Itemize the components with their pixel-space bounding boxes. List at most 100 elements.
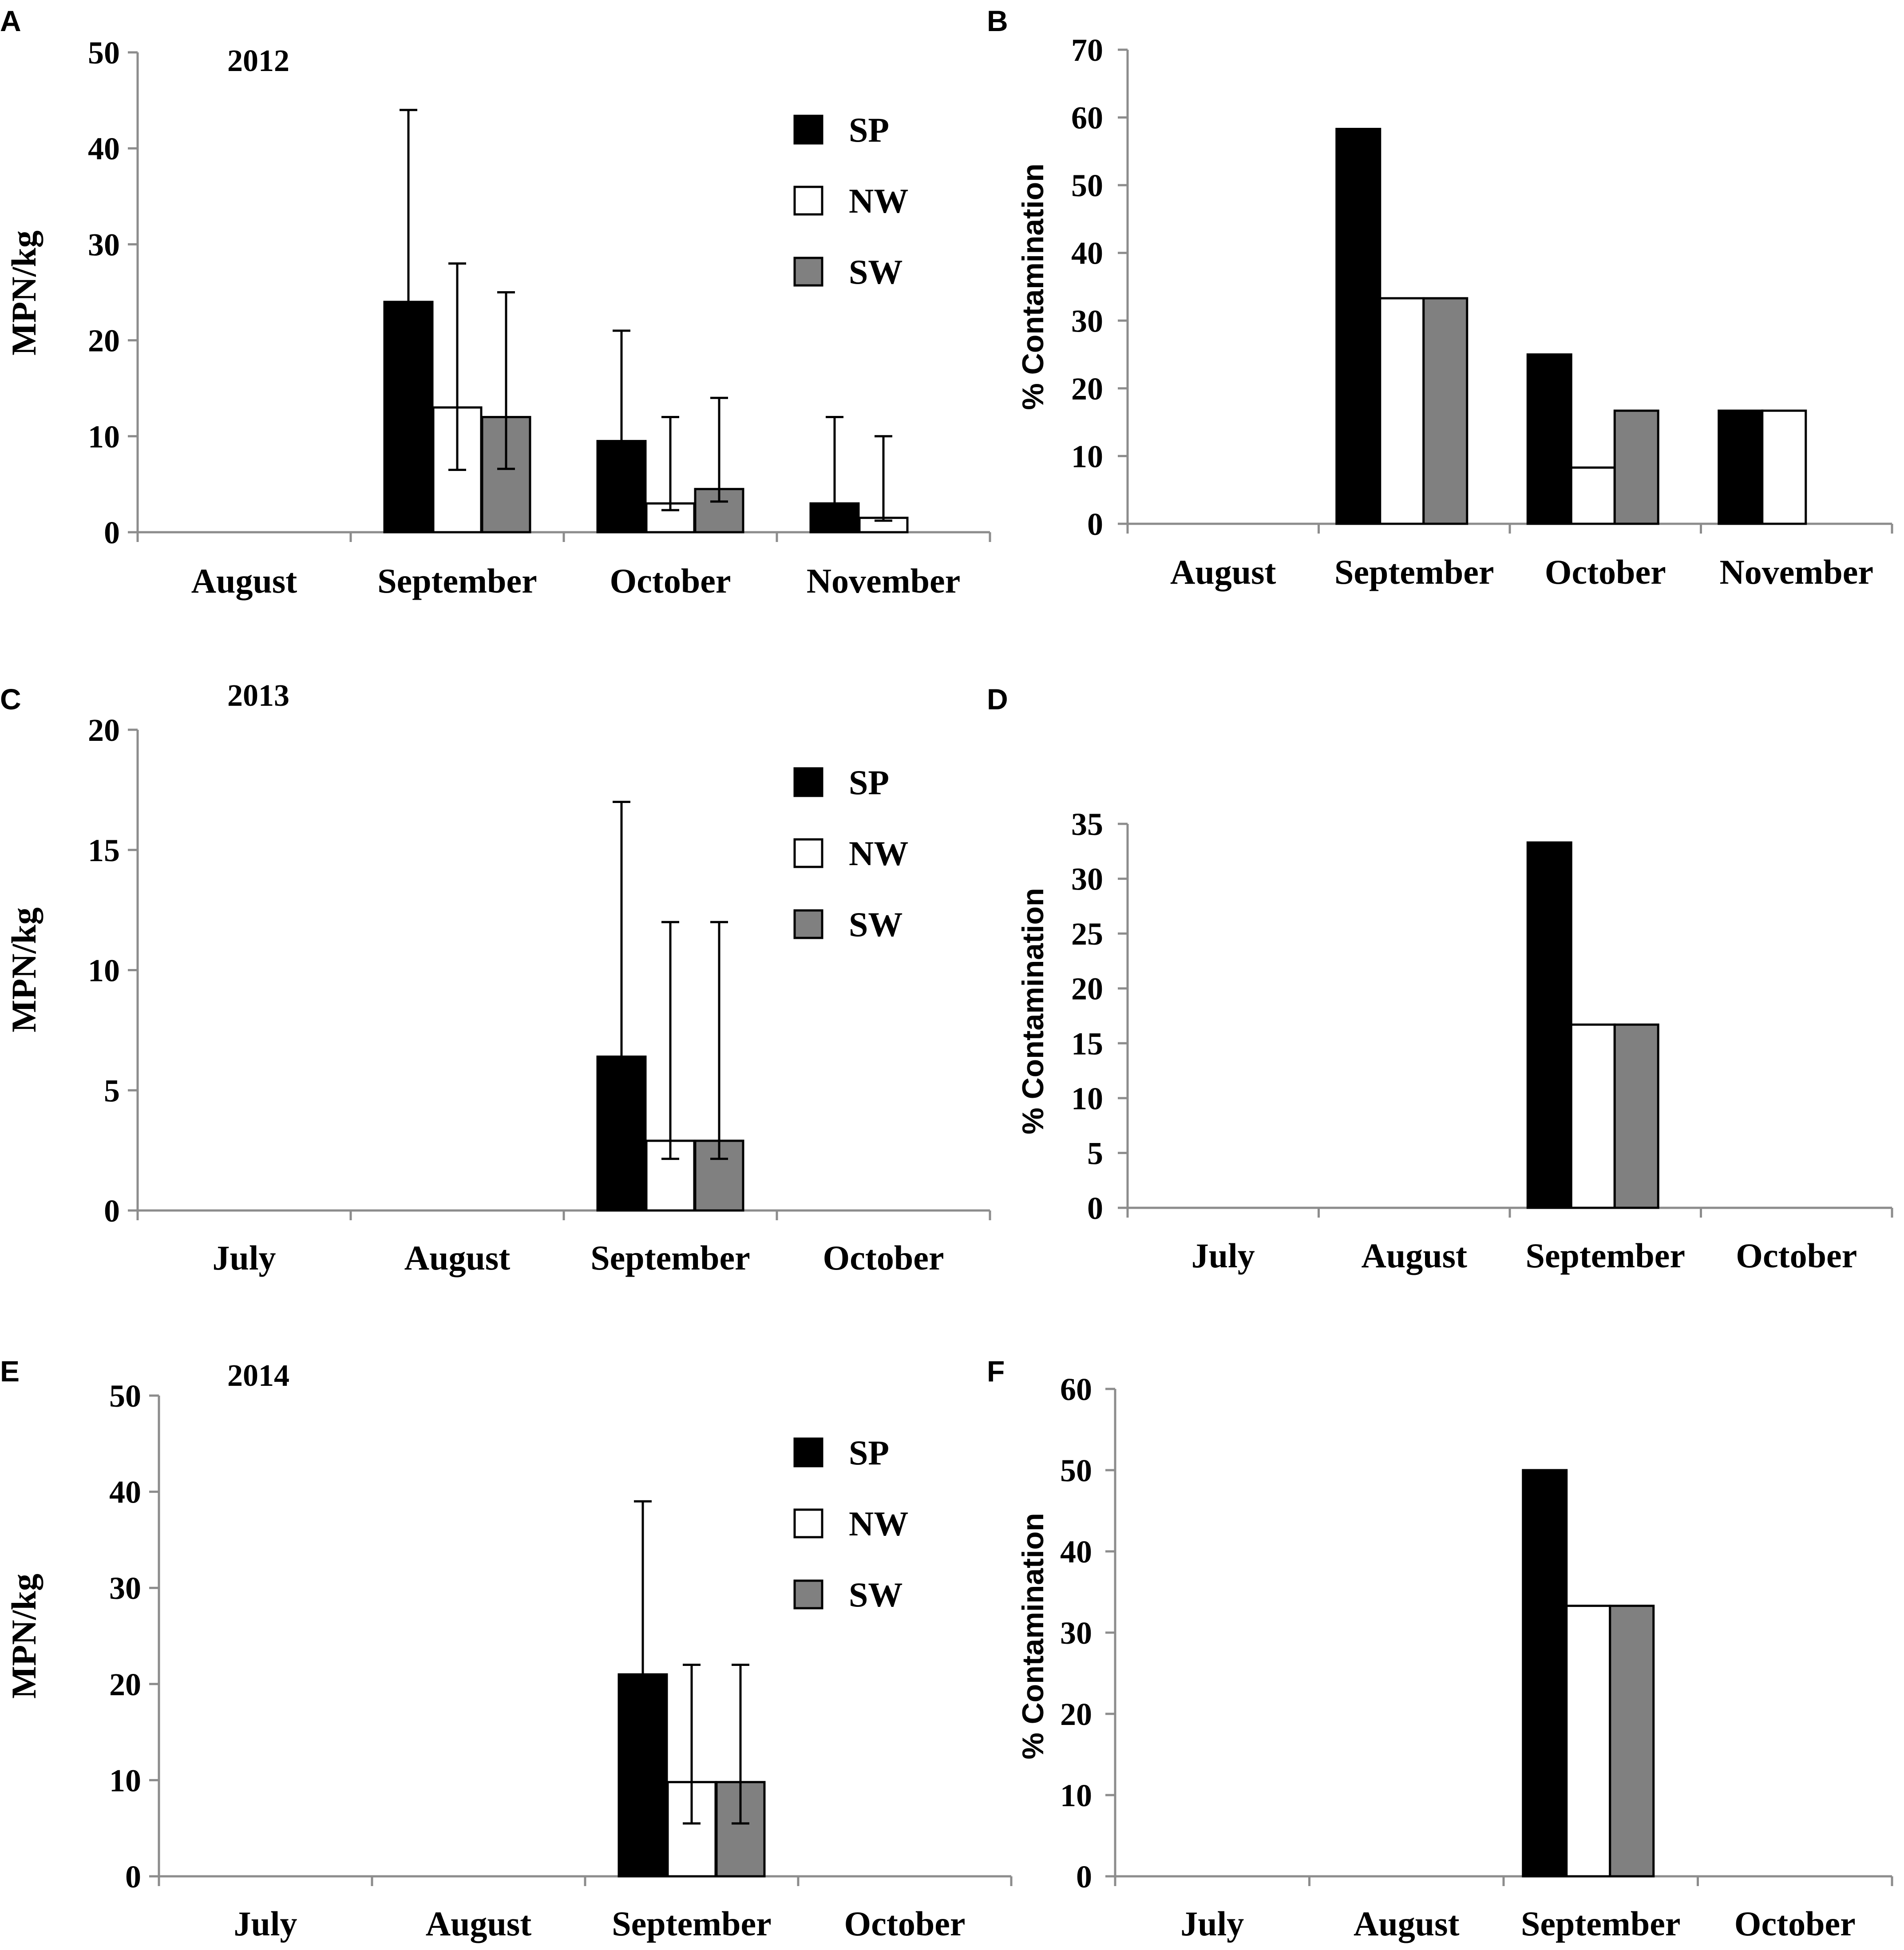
bar-nw xyxy=(1570,466,1616,525)
y-tick-label: 25 xyxy=(1071,916,1103,952)
bar-nw xyxy=(1565,1605,1611,1878)
bar-nw xyxy=(1761,409,1807,525)
y-tick-label: 30 xyxy=(1060,1615,1092,1651)
chart-panel-a: A 2012 0 10 20 30 40 50 August September October No… xyxy=(0,4,991,600)
chart-panel-e: E 2014 0 10 20 30 40 50 July August September Octob… xyxy=(0,1355,1013,1943)
y-tick-label: 0 xyxy=(125,1859,141,1895)
panel-letter: D xyxy=(987,683,1008,716)
x-tick-label: July xyxy=(1180,1904,1244,1943)
bar-sw xyxy=(1609,1605,1655,1878)
bar-sp xyxy=(1522,1469,1568,1878)
y-tick-label: 0 xyxy=(104,1193,120,1229)
x-tick-label: August xyxy=(404,1238,510,1277)
y-tick-label: 0 xyxy=(1076,1859,1092,1895)
bar-sp xyxy=(1335,128,1381,525)
y-axis-title: MPN/kg xyxy=(4,230,43,356)
y-tick-label: 50 xyxy=(1071,168,1103,203)
bar-nw xyxy=(1570,1023,1616,1209)
x-tick-label: July xyxy=(1191,1236,1255,1275)
y-tick-label: 20 xyxy=(109,1667,141,1702)
y-tick-label: 20 xyxy=(1060,1697,1092,1732)
y-tick-label: 40 xyxy=(88,131,120,166)
y-tick-label: 15 xyxy=(88,833,120,868)
y-tick-label: 20 xyxy=(1071,371,1103,407)
y-tick-label: 10 xyxy=(1071,1081,1103,1116)
x-tick-label: September xyxy=(377,562,537,600)
bar-nw xyxy=(858,517,909,534)
y-axis-title: MPN/kg xyxy=(4,1574,43,1699)
x-tick-label: October xyxy=(823,1238,944,1277)
legend-swatch-nw xyxy=(793,1508,823,1539)
y-tick-label: 15 xyxy=(1071,1026,1103,1061)
y-tick-label: 30 xyxy=(109,1570,141,1606)
y-tick-label: 20 xyxy=(1071,971,1103,1007)
y-axis-title: % Contamination xyxy=(1016,163,1050,410)
x-tick-label: September xyxy=(590,1238,750,1277)
x-tick-label: October xyxy=(1734,1904,1856,1943)
y-tick-label: 10 xyxy=(1060,1778,1092,1813)
chart-title: 2012 xyxy=(227,44,289,78)
y-tick-label: 30 xyxy=(88,227,120,262)
x-tick-label: September xyxy=(1334,553,1494,591)
y-tick-label: 5 xyxy=(1087,1135,1103,1171)
chart-title: 2014 xyxy=(227,1359,289,1393)
legend-swatch-sp xyxy=(793,115,823,145)
legend-label-nw: NW xyxy=(849,1504,908,1543)
panel-letter: C xyxy=(0,683,21,716)
legend-label-sw: SW xyxy=(849,1575,903,1614)
y-tick-label: 0 xyxy=(1087,506,1103,542)
chart-panel-f: F 0 10 20 30 40 50 60 July August September October… xyxy=(987,1355,1893,1943)
x-tick-label: August xyxy=(426,1904,531,1943)
legend-label-sw: SW xyxy=(849,905,903,944)
legend-swatch-nw xyxy=(793,186,823,216)
bar-sp xyxy=(1526,353,1572,525)
legend-swatch-sw xyxy=(793,909,823,939)
y-tick-label: 5 xyxy=(104,1073,120,1108)
y-tick-label: 35 xyxy=(1071,807,1103,842)
y-axis-title: % Contamination xyxy=(1016,1513,1050,1759)
chart-title: 2013 xyxy=(227,679,289,713)
x-tick-label: November xyxy=(807,562,961,600)
x-tick-label: August xyxy=(1354,1904,1459,1943)
legend-label-nw: NW xyxy=(849,834,908,873)
y-tick-label: 70 xyxy=(1071,32,1103,68)
chart-panel-b: B 0 10 20 30 40 50 60 70 August September October No… xyxy=(987,4,1893,591)
y-tick-label: 30 xyxy=(1071,303,1103,339)
x-tick-label: July xyxy=(212,1238,276,1277)
y-tick-label: 20 xyxy=(88,712,120,748)
x-tick-label: August xyxy=(1170,553,1276,591)
legend-label-sw: SW xyxy=(849,253,903,291)
y-tick-label: 60 xyxy=(1071,100,1103,136)
bar-sw xyxy=(1422,297,1469,525)
x-tick-label: August xyxy=(1362,1236,1467,1275)
y-tick-label: 60 xyxy=(1060,1372,1092,1407)
y-tick-label: 10 xyxy=(88,419,120,455)
x-tick-label: November xyxy=(1719,553,1873,591)
panel-letter: E xyxy=(0,1355,20,1388)
panel-letter: B xyxy=(987,4,1008,37)
legend-swatch-sw xyxy=(793,1579,823,1610)
legend-label-sp: SP xyxy=(849,111,889,149)
y-tick-label: 40 xyxy=(1060,1534,1092,1570)
bar-nw xyxy=(1379,297,1425,525)
y-tick-label: 10 xyxy=(109,1763,141,1798)
legend-label-sp: SP xyxy=(849,1433,889,1472)
legend-swatch-sp xyxy=(793,767,823,797)
legend-swatch-nw xyxy=(793,838,823,868)
y-tick-label: 30 xyxy=(1071,862,1103,897)
y-tick-label: 50 xyxy=(109,1378,141,1414)
y-tick-label: 40 xyxy=(1071,236,1103,271)
x-tick-label: September xyxy=(612,1904,772,1943)
bar-sw xyxy=(1613,409,1659,525)
legend-swatch-sw xyxy=(793,257,823,287)
chart-panel-d: D 0 5 10 15 20 25 30 35 July August September Octobe… xyxy=(987,683,1893,1275)
chart-panel-c: C 2013 0 5 10 15 20 July August September October M… xyxy=(0,679,991,1277)
y-tick-label: 10 xyxy=(88,953,120,989)
bar-sp xyxy=(1526,841,1572,1209)
y-tick-label: 0 xyxy=(1087,1191,1103,1226)
x-tick-label: September xyxy=(1525,1236,1685,1275)
x-tick-label: August xyxy=(191,562,297,600)
y-axis-title: MPN/kg xyxy=(4,907,43,1032)
x-tick-label: October xyxy=(610,562,731,600)
